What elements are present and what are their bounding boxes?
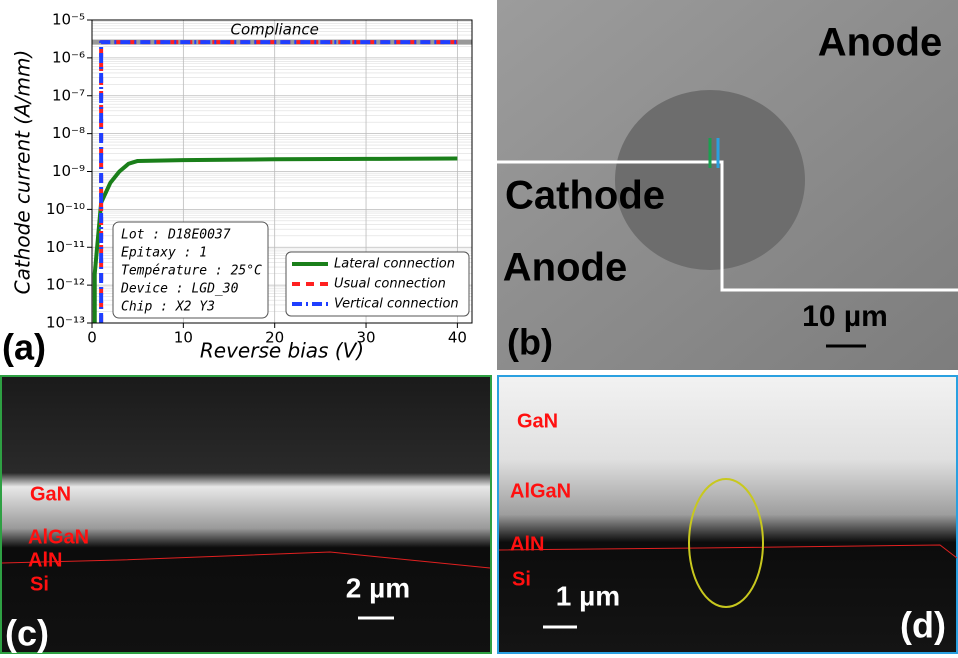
info-line: Chip : X2 Y3	[121, 300, 215, 315]
legend-label: Usual connection	[334, 277, 446, 292]
y-tick-label: 10⁻⁸	[52, 124, 85, 142]
panel-b: Anode Cathode Anode 10 µm (b)	[497, 0, 958, 370]
layer-label: Si	[30, 573, 49, 595]
ellipse	[688, 478, 764, 608]
interface	[1, 551, 491, 569]
info-box	[112, 221, 269, 319]
layer-label: GaN	[30, 483, 71, 505]
panel-label: (a)	[2, 327, 46, 368]
label: Anode	[818, 21, 942, 65]
y-tick-label: 10⁻¹⁰	[46, 200, 85, 218]
panel-c: GaN AlGaN AlN Si 2 µm (c)	[0, 375, 492, 654]
layer-label: GaN	[517, 410, 558, 432]
label: Cathode	[505, 174, 665, 218]
legend	[285, 251, 470, 317]
scale-label: 1 µm	[556, 580, 620, 611]
info-line: Température : 25°C	[121, 264, 262, 279]
cut-line	[497, 160, 958, 292]
y-tick-label: 10⁻¹¹	[46, 238, 85, 256]
legend-label: Vertical connection	[334, 297, 459, 312]
x-tick-label: 40	[448, 329, 467, 347]
y-tick-label: 10⁻¹²	[46, 276, 85, 294]
layer-label: AlN	[28, 549, 62, 571]
x-tick-label: 20	[265, 329, 284, 347]
y-tick-label: 10⁻⁶	[52, 48, 85, 66]
y-tick-label: 10⁻¹³	[46, 314, 85, 332]
plot-frame	[91, 19, 473, 324]
layer-label: AlGaN	[28, 526, 89, 548]
panel-d: GaN AlGaN AlN Si 1 µm (d)	[497, 375, 958, 654]
crater	[615, 90, 805, 270]
tem-image	[497, 375, 958, 654]
reference-label: Compliance	[231, 21, 319, 39]
y-tick-label: 10⁻⁷	[52, 86, 85, 104]
x-tick-label: 30	[356, 329, 375, 347]
scale-label: 10 µm	[802, 300, 888, 333]
series-line	[99, 40, 458, 323]
x-axis-label: Reverse bias (V)	[200, 339, 364, 363]
x-tick-label: 10	[174, 329, 193, 347]
y-tick-label: 10⁻⁵	[52, 11, 85, 29]
legend-label: Lateral connection	[334, 257, 455, 272]
layer-label: AlGaN	[510, 480, 571, 502]
info-line: Device : LGD_30	[120, 282, 239, 297]
layer-label: AlN	[510, 533, 544, 555]
info-line: Epitaxy : 1	[121, 246, 207, 261]
panel-label: (d)	[900, 605, 946, 646]
chart: Cathode current (A/mm) Reverse bias (V) …	[2, 11, 473, 368]
scale-label: 2 µm	[346, 572, 410, 603]
label: Anode	[503, 246, 627, 290]
layer-label: Si	[512, 568, 531, 590]
panel-label: (c)	[5, 613, 49, 654]
series-line	[92, 156, 458, 323]
info-line: Lot : D18E0037	[121, 228, 231, 243]
y-tick-label: 10⁻⁹	[52, 162, 85, 180]
tem-image	[0, 375, 492, 654]
y-axis-label: Cathode current (A/mm)	[11, 50, 35, 295]
interface	[498, 544, 958, 559]
x-tick-label: 0	[87, 329, 97, 347]
panel-label: (b)	[507, 322, 553, 363]
